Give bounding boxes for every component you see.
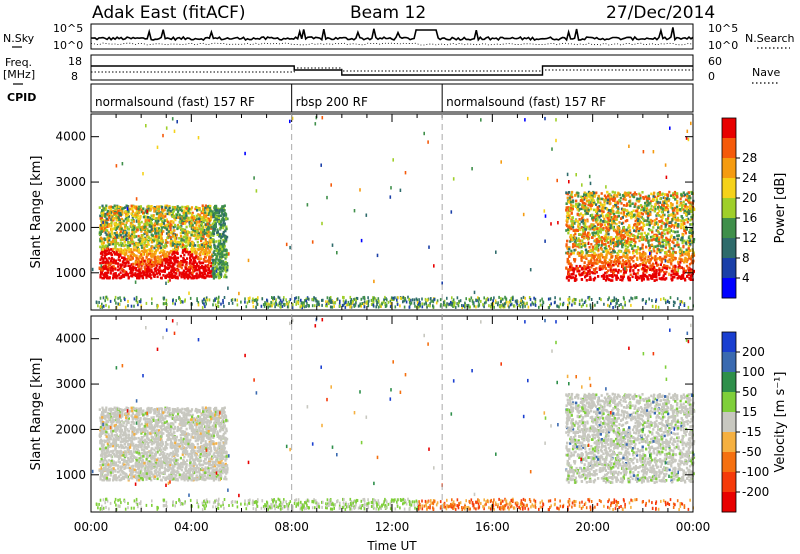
velocity-colorbar-tick-2: 50 <box>742 385 757 399</box>
velocity-colorbar-label: Velocity [m s⁻¹] <box>773 372 788 473</box>
ytick-label-1-3: 4000 <box>55 332 86 346</box>
power-colorbar-tick-0: 4 <box>742 271 750 285</box>
power-colorbar-tick-4: 20 <box>742 191 757 205</box>
velocity-panel: 1000 2000 3000 4000 00:00 04:00 08:00 12:00 16:0… <box>55 315 711 534</box>
power-panel: 1000 2000 3000 4000 <box>55 113 696 311</box>
velocity-colorbar-tick-3: 15 <box>742 405 757 419</box>
velocity-colorbar-tick-5: -50 <box>742 445 762 459</box>
freq-tick-bottom: 8 <box>71 70 78 83</box>
ytick-label-0-1: 2000 <box>55 220 86 234</box>
power-colorbar-tick-2: 12 <box>742 231 757 245</box>
xtick-label-0: 00:00 <box>74 520 109 534</box>
nsky-label: N.Sky <box>3 32 35 45</box>
cpid-segment-0: normalsound (fast) 157 RF <box>95 95 255 109</box>
power-colorbar-tick-1: 8 <box>742 251 750 265</box>
xtick-label-6: 00:00 <box>676 520 711 534</box>
cpid-segment-1: rbsp 200 RF <box>296 95 368 109</box>
nsky-strip <box>90 23 694 50</box>
xtick-label-5: 20:00 <box>575 520 610 534</box>
ytick-label-1-1: 2000 <box>55 422 86 436</box>
cpid-label: CPID <box>7 91 36 104</box>
nsky-tick-top: 10^5 <box>53 22 83 35</box>
velocity-colorbar: 200 100 50 15 -15 -50 -100 -200 Velocity [m s⁻¹] <box>721 331 788 513</box>
beam-label: Beam 12 <box>350 3 426 23</box>
power-colorbar-label: Power [dB] <box>773 173 788 244</box>
velocity-ylabel: Slant Range [km] <box>29 358 44 471</box>
power-colorbar: 4 8 12 16 20 24 28 Power [dB] <box>721 117 788 299</box>
velocity-colorbar-tick-6: -100 <box>742 465 769 479</box>
nsky-tick-bottom: 10^0 <box>53 39 83 52</box>
freq-strip <box>90 54 694 81</box>
velocity-colorbar-tick-4: -15 <box>742 425 762 439</box>
cpid-segment-2: normalsound (fast) 157 RF <box>446 95 606 109</box>
ytick-label-1-2: 3000 <box>55 377 86 391</box>
freq-unit-label: [MHz] <box>3 68 35 81</box>
xtick-label-4: 16:00 <box>475 520 510 534</box>
velocity-colorbar-tick-1: 100 <box>742 365 765 379</box>
date-label: 27/Dec/2014 <box>606 3 715 23</box>
nave-tick-top: 60 <box>708 55 722 68</box>
station-title: Adak East (fitACF) <box>92 3 246 23</box>
power-colorbar-tick-6: 28 <box>742 151 757 165</box>
nave-label: Nave <box>752 66 780 79</box>
nave-tick-bottom: 0 <box>708 70 715 83</box>
time-xlabel: Time UT <box>366 539 417 553</box>
velocity-colorbar-tick-0: 200 <box>742 345 765 359</box>
ytick-label-0-2: 3000 <box>55 175 86 189</box>
xtick-label-1: 04:00 <box>174 520 209 534</box>
ytick-label-0-3: 4000 <box>55 130 86 144</box>
nsearch-tick-bottom: 10^0 <box>708 39 738 52</box>
ytick-label-0-0: 1000 <box>55 266 86 280</box>
nsearch-label: N.Search <box>745 32 795 45</box>
ytick-label-1-0: 1000 <box>55 468 86 482</box>
freq-label: Freq. <box>5 56 32 69</box>
xtick-label-3: 12:00 <box>375 520 410 534</box>
nsearch-tick-top: 10^5 <box>708 22 738 35</box>
power-ylabel: Slant Range [km] <box>29 156 44 269</box>
velocity-colorbar-tick-7: -200 <box>742 485 769 499</box>
power-colorbar-tick-3: 16 <box>742 211 757 225</box>
power-colorbar-tick-5: 24 <box>742 171 757 185</box>
freq-tick-top: 18 <box>68 55 82 68</box>
xtick-label-2: 08:00 <box>274 520 309 534</box>
cpid-strip: normalsound (fast) 157 RF rbsp 200 RF norm… <box>90 83 694 113</box>
